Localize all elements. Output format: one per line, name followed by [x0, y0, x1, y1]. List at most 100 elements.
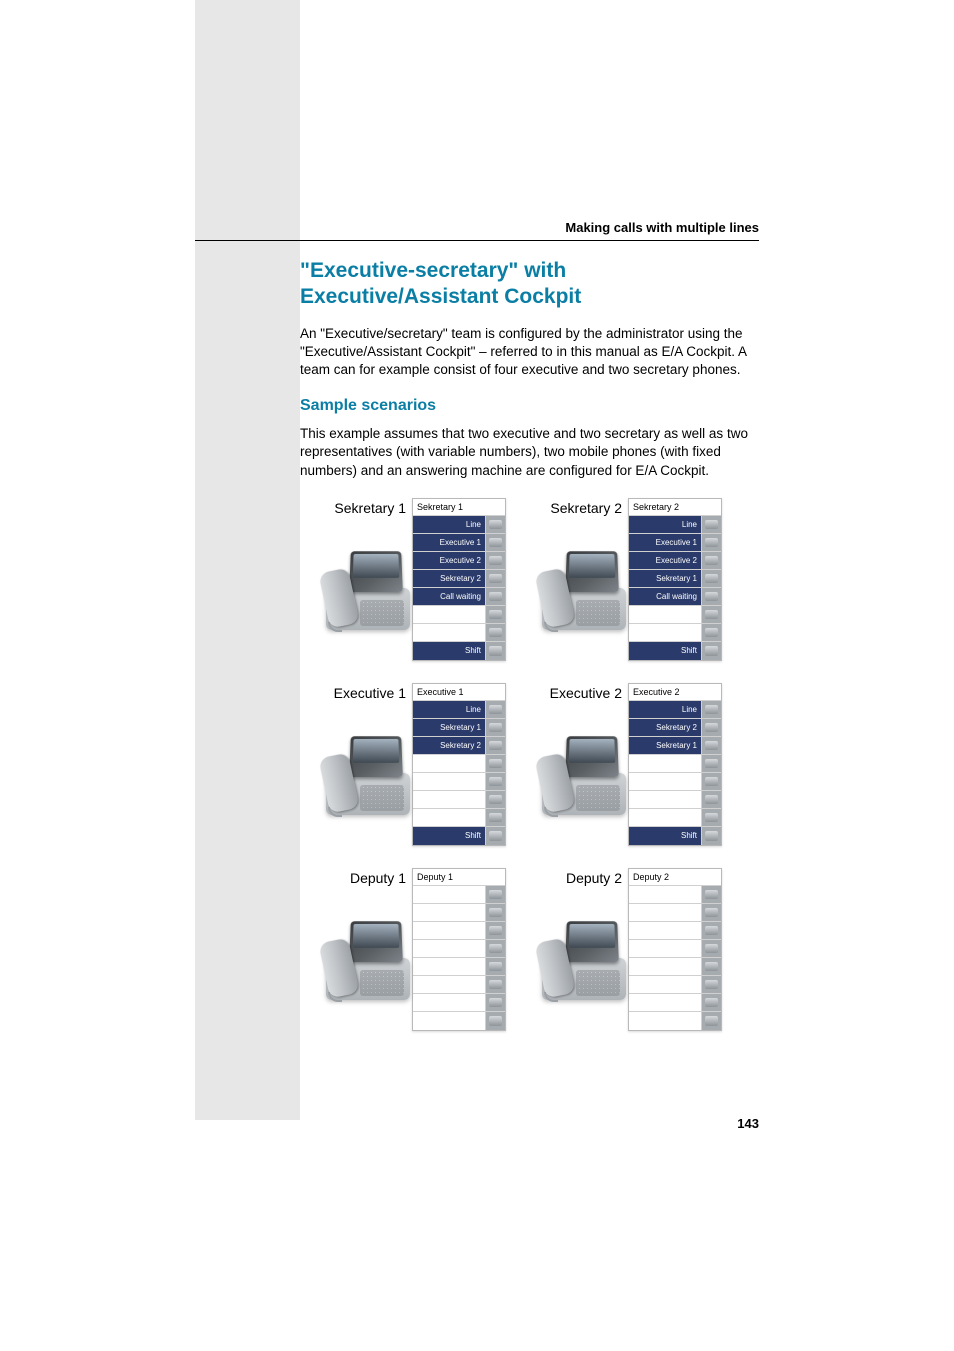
line-key-panel: Sekretary 1LineExecutive 1Executive 2Sek… — [412, 498, 506, 661]
line-key-row — [413, 958, 505, 976]
line-key-label — [413, 606, 485, 623]
phone-illustration — [542, 731, 626, 815]
line-key-button[interactable] — [701, 958, 721, 975]
line-key-row: Executive 2 — [629, 552, 721, 570]
line-key-label — [629, 922, 701, 939]
line-key-row: Executive 2 — [413, 552, 505, 570]
line-key-row: Line — [413, 516, 505, 534]
line-key-button[interactable] — [701, 534, 721, 551]
line-key-button[interactable] — [485, 606, 505, 623]
line-key-label: Sekretary 1 — [629, 570, 701, 587]
line-key-button[interactable] — [701, 588, 721, 605]
header-rule — [195, 240, 759, 241]
line-key-label: Call waiting — [629, 588, 701, 605]
line-key-button[interactable] — [701, 809, 721, 826]
station-label: Executive 1 — [300, 683, 412, 701]
line-key-button[interactable] — [701, 701, 721, 718]
line-key-label — [629, 755, 701, 772]
line-key-button[interactable] — [485, 534, 505, 551]
line-key-label — [413, 940, 485, 957]
line-key-button[interactable] — [701, 940, 721, 957]
line-key-label — [413, 958, 485, 975]
panel-head: Deputy 1 — [413, 869, 505, 886]
station-label: Sekretary 1 — [300, 498, 412, 516]
line-key-button[interactable] — [701, 516, 721, 533]
line-key-button[interactable] — [485, 570, 505, 587]
line-key-label: Shift — [413, 827, 485, 845]
line-key-row — [629, 976, 721, 994]
line-key-panel: Executive 1LineSekretary 1Sekretary 2Shi… — [412, 683, 506, 846]
line-key-label: Shift — [629, 642, 701, 660]
line-key-label — [629, 958, 701, 975]
line-key-row — [629, 886, 721, 904]
line-key-label: Sekretary 1 — [629, 737, 701, 754]
line-key-label — [413, 886, 485, 903]
line-key-row — [413, 606, 505, 624]
line-key-row — [629, 904, 721, 922]
line-key-button[interactable] — [701, 827, 721, 845]
line-key-button[interactable] — [485, 701, 505, 718]
line-key-label: Executive 2 — [629, 552, 701, 569]
line-key-button[interactable] — [485, 886, 505, 903]
line-key-row — [629, 773, 721, 791]
line-key-button[interactable] — [485, 719, 505, 736]
line-key-row: Call waiting — [629, 588, 721, 606]
line-key-row: Line — [413, 701, 505, 719]
line-key-label — [413, 922, 485, 939]
line-key-button[interactable] — [701, 1012, 721, 1030]
line-key-row: Sekretary 2 — [413, 737, 505, 755]
line-key-button[interactable] — [701, 737, 721, 754]
phone-illustration — [542, 916, 626, 1000]
line-key-row: Executive 1 — [413, 534, 505, 552]
line-key-button[interactable] — [701, 976, 721, 993]
line-key-button[interactable] — [485, 516, 505, 533]
line-key-button[interactable] — [701, 904, 721, 921]
line-key-button[interactable] — [485, 809, 505, 826]
line-key-row: Shift — [413, 827, 505, 845]
phone-illustration — [542, 546, 626, 630]
line-key-label: Sekretary 2 — [413, 570, 485, 587]
line-key-button[interactable] — [701, 642, 721, 660]
line-key-button[interactable] — [485, 940, 505, 957]
line-key-row — [413, 809, 505, 827]
line-key-label — [629, 940, 701, 957]
line-key-button[interactable] — [485, 755, 505, 772]
line-key-button[interactable] — [701, 755, 721, 772]
stations-row: Sekretary 1Sekretary 1LineExecutive 1Exe… — [300, 498, 759, 661]
line-key-panel: Deputy 2 — [628, 868, 722, 1031]
line-key-button[interactable] — [701, 606, 721, 623]
line-key-button[interactable] — [485, 588, 505, 605]
station-label: Deputy 1 — [300, 868, 412, 886]
line-key-button[interactable] — [701, 994, 721, 1011]
line-key-button[interactable] — [485, 922, 505, 939]
line-key-button[interactable] — [485, 624, 505, 641]
line-key-button[interactable] — [701, 624, 721, 641]
line-key-button[interactable] — [701, 719, 721, 736]
line-key-label: Executive 1 — [413, 534, 485, 551]
line-key-label — [629, 994, 701, 1011]
station-label: Executive 2 — [516, 683, 628, 701]
line-key-button[interactable] — [701, 886, 721, 903]
line-key-button[interactable] — [485, 904, 505, 921]
line-key-row: Sekretary 1 — [629, 570, 721, 588]
line-key-button[interactable] — [485, 958, 505, 975]
line-key-button[interactable] — [701, 773, 721, 790]
line-key-button[interactable] — [485, 827, 505, 845]
line-key-row — [413, 922, 505, 940]
line-key-label — [413, 904, 485, 921]
station-label: Sekretary 2 — [516, 498, 628, 516]
line-key-button[interactable] — [485, 737, 505, 754]
line-key-row — [413, 904, 505, 922]
subsection-heading: Sample scenarios — [300, 397, 759, 415]
line-key-button[interactable] — [485, 642, 505, 660]
line-key-button[interactable] — [701, 552, 721, 569]
line-key-button[interactable] — [701, 570, 721, 587]
line-key-button[interactable] — [701, 791, 721, 808]
line-key-button[interactable] — [485, 976, 505, 993]
line-key-button[interactable] — [485, 791, 505, 808]
line-key-button[interactable] — [485, 1012, 505, 1030]
line-key-button[interactable] — [485, 994, 505, 1011]
line-key-button[interactable] — [485, 552, 505, 569]
line-key-button[interactable] — [485, 773, 505, 790]
line-key-button[interactable] — [701, 922, 721, 939]
